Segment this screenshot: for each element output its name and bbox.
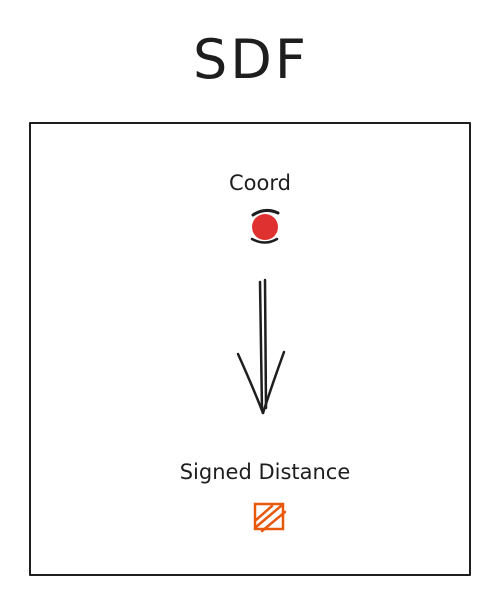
output-label: Signed Distance — [179, 460, 351, 484]
distance-square-icon — [253, 502, 287, 533]
arrow-down-icon — [236, 278, 286, 415]
diagram-title: SDF — [193, 28, 309, 91]
diagram-frame — [29, 122, 471, 576]
coord-dot-icon — [250, 208, 280, 244]
input-label: Coord — [229, 171, 291, 195]
